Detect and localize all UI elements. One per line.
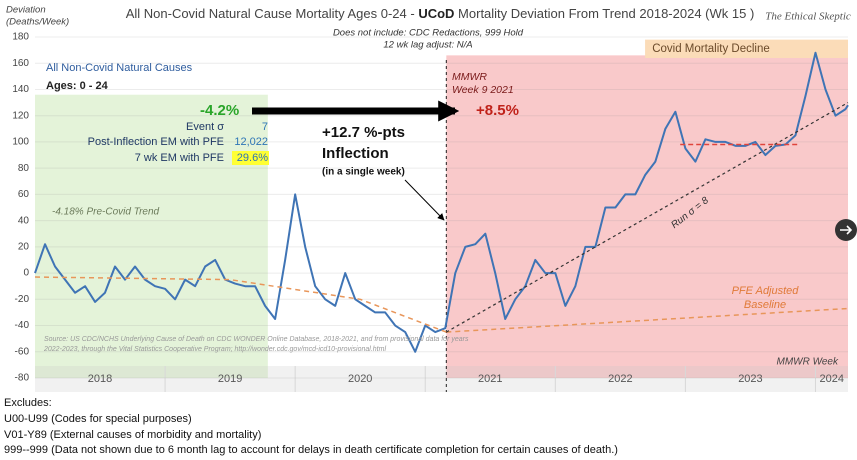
y-axis-label: (Deaths/Week)	[6, 17, 69, 28]
x-tick-label: 2018	[88, 373, 112, 385]
chart-title: All Non-Covid Natural Cause Mortality Ag…	[126, 6, 755, 21]
x-note: MMWR Week	[777, 357, 839, 368]
excludes-line: 999--999 (Data not shown due to 6 month …	[4, 444, 618, 456]
x-tick-label: 2021	[478, 373, 502, 385]
mmwr-label: Week 9 2021	[452, 84, 514, 96]
series-line	[446, 102, 849, 333]
excludes-line: Excludes:	[4, 397, 52, 409]
region	[645, 39, 848, 58]
trend-label: -4.18% Pre-Covid Trend	[52, 207, 160, 218]
title-part: UCoD	[418, 6, 454, 21]
y-tick-label: 160	[12, 58, 29, 69]
mmwr-label: MMWR	[452, 71, 487, 83]
title-part: All Non-Covid Natural Cause Mortality Ag…	[126, 6, 419, 21]
y-tick-label: 60	[18, 189, 30, 200]
x-tick-label: 2022	[608, 373, 632, 385]
next-button[interactable]	[835, 219, 857, 241]
post-change: +8.5%	[476, 102, 519, 119]
brand: The Ethical Skeptic	[765, 11, 851, 23]
grid-layer: 2018 2019 2020 2021 2022 2023 2024 -80 -60 -40 -20…	[12, 32, 848, 392]
stat-value: 7	[262, 121, 268, 133]
excludes-line: U00-U99 (Codes for special purposes)	[4, 413, 192, 425]
x-tick-label: 2020	[348, 373, 372, 385]
stat-label: Event σ	[186, 121, 224, 133]
pfe-label: Baseline	[744, 299, 786, 311]
y-tick-label: 120	[12, 110, 29, 121]
pre-change: -4.2%	[200, 102, 239, 119]
inflection-label: Inflection	[322, 145, 389, 162]
y-tick-label: 80	[18, 163, 30, 174]
inflection-label: +12.7 %-pts	[322, 124, 405, 141]
y-tick-label: -20	[15, 294, 30, 305]
x-tick-label: 2019	[218, 373, 242, 385]
y-tick-label: -40	[15, 320, 30, 331]
x-tick-label: 2023	[738, 373, 762, 385]
stat-value: 12,022	[234, 136, 268, 148]
region	[35, 94, 268, 378]
labels-layer: All Non-Covid Natural Cause Mortality Ag…	[4, 5, 857, 456]
y-tick-label: 180	[12, 32, 29, 43]
next-button-icon[interactable]	[840, 225, 853, 235]
y-tick-label: 40	[18, 215, 30, 226]
stat-label: 7 wk EM with PFE	[135, 152, 224, 164]
stat-label: Post-Inflection EM with PFE	[88, 136, 224, 148]
stat-value: 29.6%	[237, 152, 268, 164]
y-tick-label: 20	[18, 241, 30, 252]
pfe-label: PFE Adjusted	[732, 285, 800, 297]
inflection-arrow	[404, 179, 445, 221]
y-tick-label: -60	[15, 346, 30, 357]
highlight	[232, 151, 269, 165]
year-band	[35, 366, 848, 392]
title-part: Mortality Deviation From Trend 2018-2024…	[454, 6, 754, 21]
series-line	[34, 276, 447, 333]
series-line	[446, 307, 849, 333]
x-tick-label: 2024	[819, 373, 843, 385]
y-tick-label: 100	[12, 137, 29, 148]
region	[446, 55, 848, 378]
source-note: 2022-2023, through the Vital Statistics …	[43, 346, 386, 353]
y-tick-label: -80	[15, 373, 30, 384]
series-line	[34, 51, 849, 353]
ages-label: Ages: 0 - 24	[46, 80, 109, 92]
decline-label: Covid Mortality Decline	[652, 43, 770, 55]
subtitle: 12 wk lag adjust: N/A	[383, 40, 472, 51]
y-tick-label: 0	[23, 268, 29, 279]
y-tick-label: 140	[12, 84, 29, 95]
series-label: All Non-Covid Natural Causes	[46, 62, 193, 74]
inflection-label: (in a single week)	[322, 167, 405, 178]
background-layer	[35, 39, 848, 392]
subtitle: Does not include: CDC Redactions, 999 Ho…	[333, 28, 524, 39]
excludes-line: V01-Y89 (External causes of morbidity an…	[4, 429, 261, 441]
y-axis-label: Deviation	[6, 5, 46, 16]
source-note: Source: US CDC/NCHS Underlying Cause of …	[44, 336, 469, 343]
lines-layer	[34, 51, 849, 392]
